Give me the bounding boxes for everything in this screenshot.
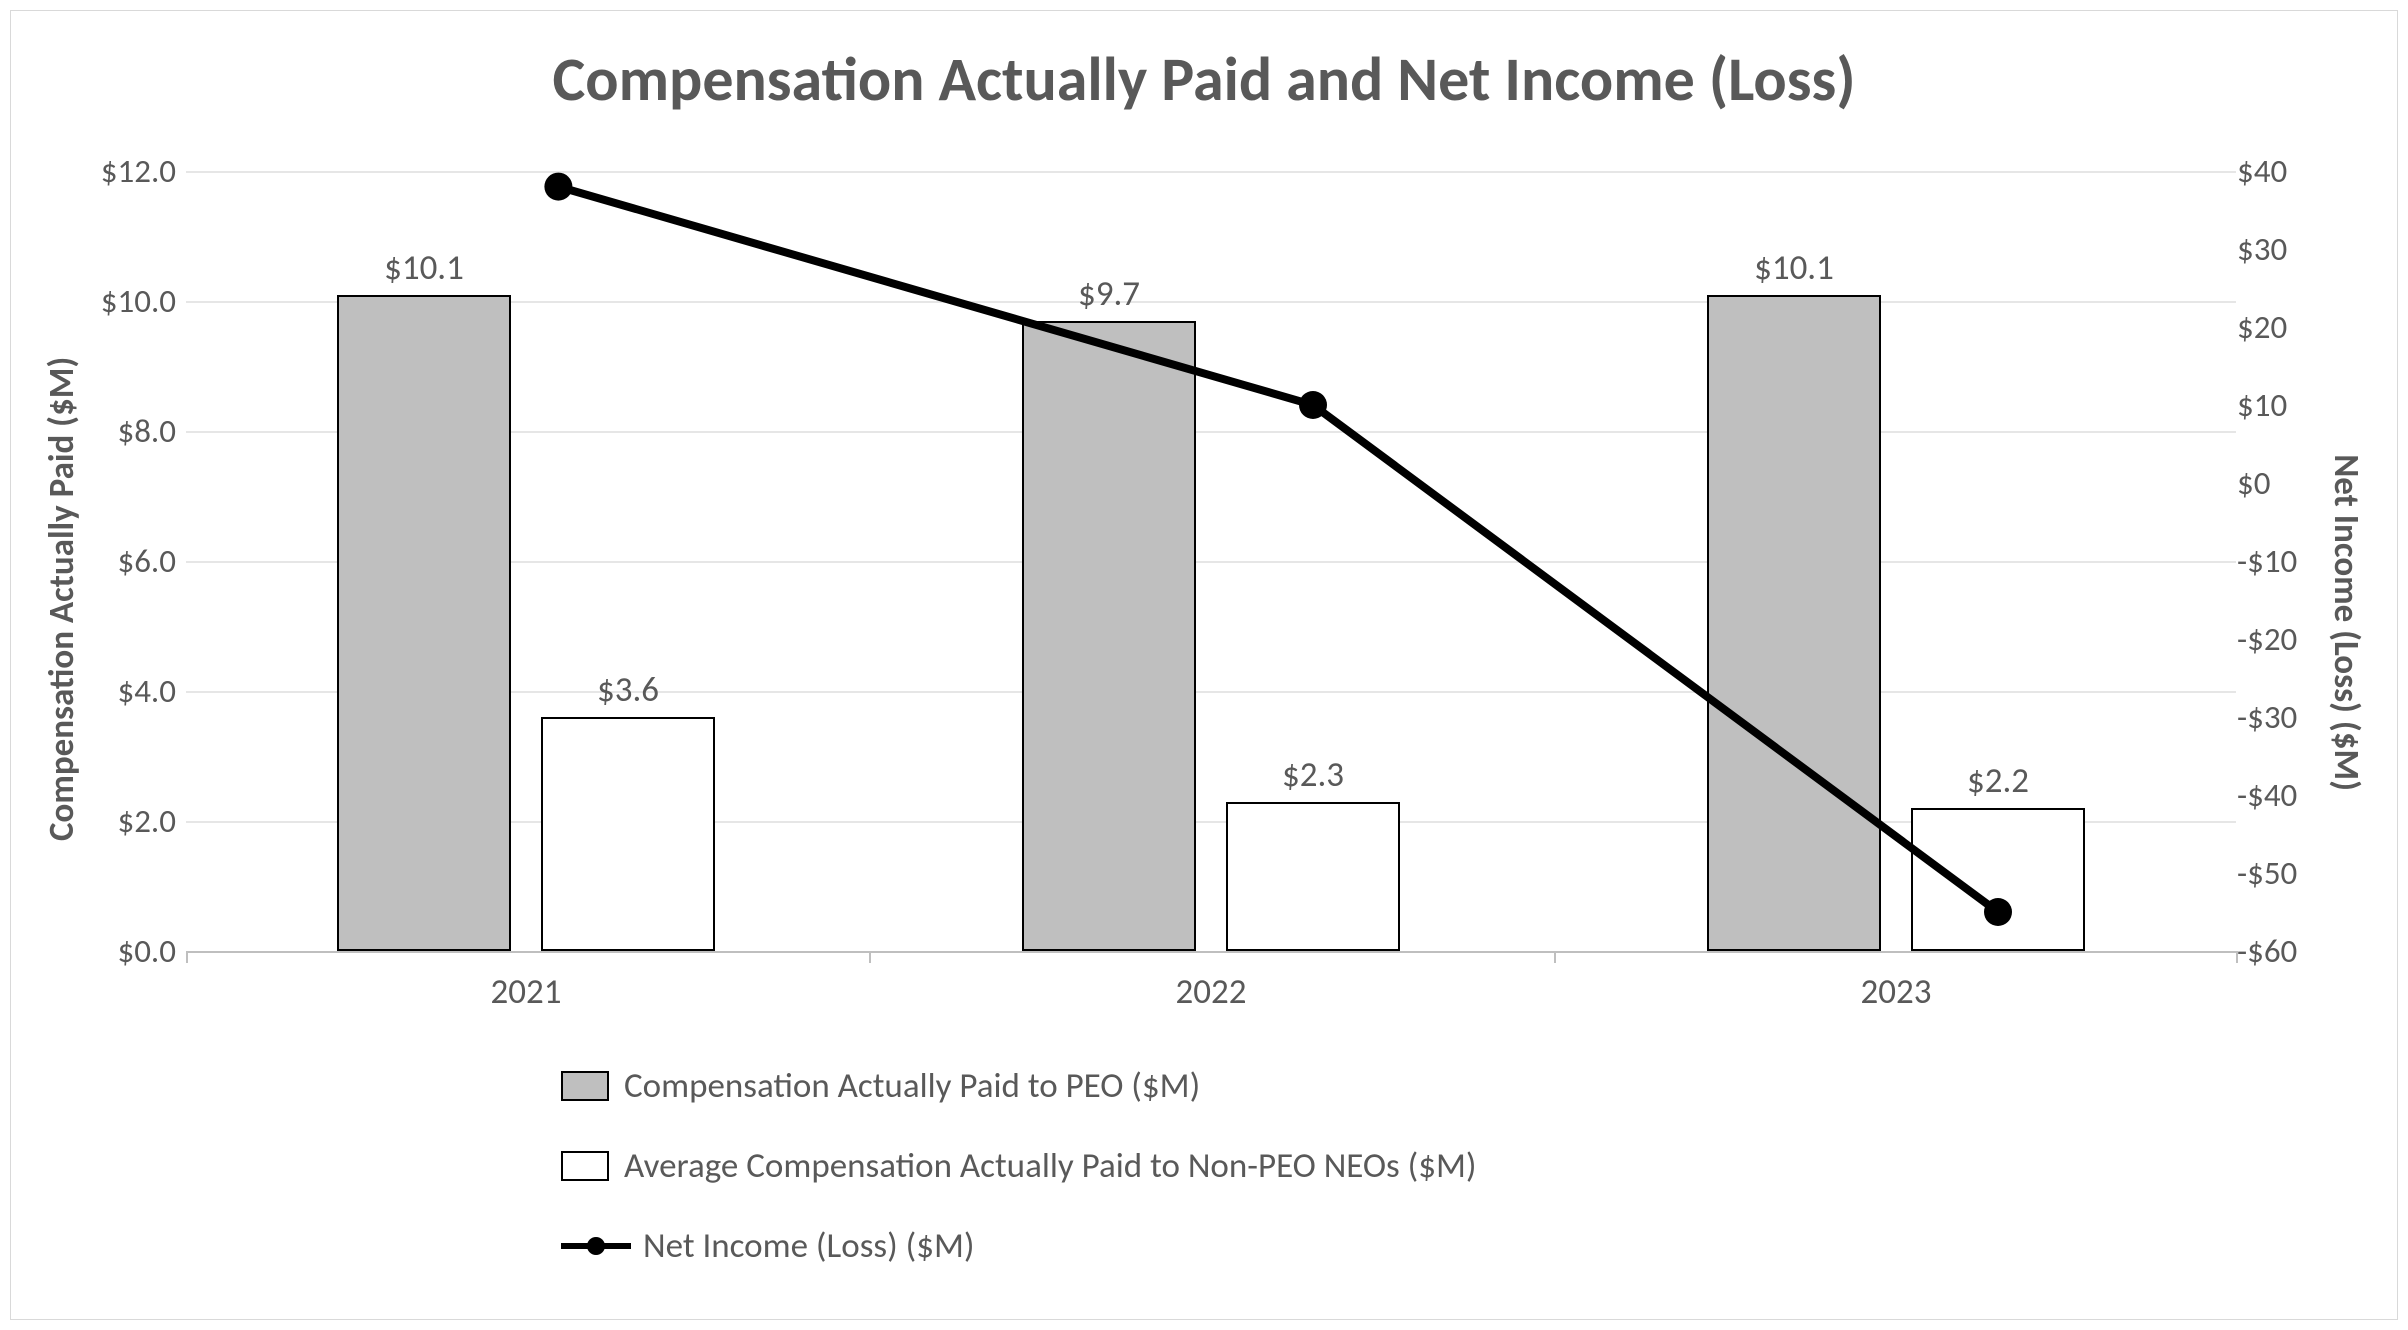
y-left-tick-label: $4.0 [71,671,176,711]
bar-neo [541,717,715,951]
bar-label-neo: $2.2 [1898,760,2098,802]
bar-label-peo: $9.7 [1009,273,1209,315]
legend-label-net-income: Net Income (Loss) ($M) [643,1225,975,1267]
y-left-tick-label: $10.0 [71,281,176,321]
legend-item-neo: Average Compensation Actually Paid to No… [561,1141,1477,1191]
bar-peo [1707,295,1881,952]
y-right-tick-label: -$10 [2237,541,2337,581]
bar-peo [1022,321,1196,952]
y-right-tick-label: -$30 [2237,697,2337,737]
y-right-tick-label: -$50 [2237,853,2337,893]
y-right-tick-label: -$60 [2237,931,2337,971]
legend-line-icon [561,1221,631,1271]
gridline [186,171,2236,173]
legend-label-neo: Average Compensation Actually Paid to No… [624,1145,1477,1187]
bar-label-peo: $10.1 [324,247,524,289]
bar-label-neo: $2.3 [1213,754,1413,796]
x-tick [186,951,188,963]
x-category-label: 2022 [1111,971,1311,1013]
y-left-tick-label: $2.0 [71,801,176,841]
y-right-tick-label: $20 [2237,307,2337,347]
legend-swatch-peo [561,1071,609,1101]
y-right-tick-label: -$20 [2237,619,2337,659]
y-right-tick-label: -$40 [2237,775,2337,815]
legend-swatch-neo [561,1151,609,1181]
bar-label-peo: $10.1 [1694,247,1894,289]
y-right-tick-label: $30 [2237,229,2337,269]
bar-neo [1911,808,2085,951]
legend: Compensation Actually Paid to PEO ($M) A… [561,1061,1477,1301]
chart-container: Compensation Actually Paid and Net Incom… [10,10,2398,1320]
bar-peo [337,295,511,952]
x-category-label: 2023 [1796,971,1996,1013]
legend-item-peo: Compensation Actually Paid to PEO ($M) [561,1061,1477,1111]
y-left-tick-label: $8.0 [71,411,176,451]
x-tick [2236,951,2238,963]
legend-item-net-income: Net Income (Loss) ($M) [561,1221,1477,1271]
y-right-tick-label: $0 [2237,463,2337,503]
x-tick [869,951,871,963]
y-left-tick-label: $12.0 [71,151,176,191]
chart-title: Compensation Actually Paid and Net Incom… [11,41,2397,117]
y-left-tick-label: $6.0 [71,541,176,581]
x-tick [1554,951,1556,963]
bar-label-neo: $3.6 [528,669,728,711]
legend-label-peo: Compensation Actually Paid to PEO ($M) [624,1065,1200,1107]
y-right-tick-label: $10 [2237,385,2337,425]
y-right-tick-label: $40 [2237,151,2337,191]
x-category-label: 2021 [426,971,626,1013]
y-left-tick-label: $0.0 [71,931,176,971]
bar-neo [1226,802,1400,952]
